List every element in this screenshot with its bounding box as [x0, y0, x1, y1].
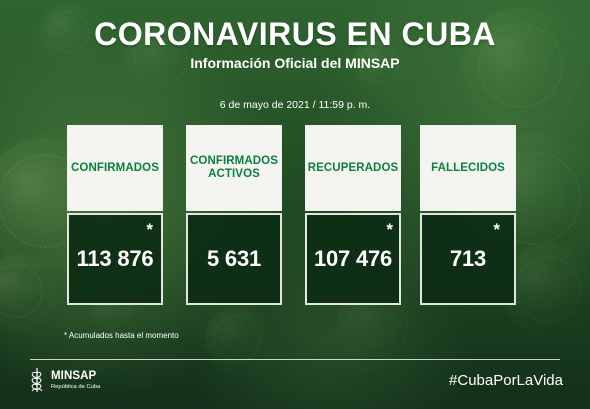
confirmed-label: CONFIRMADOS [71, 161, 159, 174]
stats-cards: CONFIRMADOS 113 876 * CONFIRMADOS ACTIVO… [67, 125, 519, 305]
active-confirmed-label: CONFIRMADOS ACTIVOS [190, 155, 278, 181]
campaign-hashtag: #CubaPorLaVida [449, 372, 563, 389]
active-confirmed-value: 5 631 [206, 246, 262, 271]
virus-graphic [205, 307, 269, 371]
deceased-label-panel: FALLECIDOS [420, 125, 516, 211]
page-subtitle: Información Oficial del MINSAP [190, 55, 400, 71]
footnote: * Acumulados hasta el momento [64, 331, 179, 340]
report-date: 6 de mayo de 2021 / 11:59 p. m. [219, 99, 371, 111]
recovered-card: RECUPERADOS 107 476 * [305, 125, 401, 305]
active-confirmed-label-line-1: CONFIRMADOS [190, 155, 278, 167]
recovered-asterisk: * [386, 220, 393, 239]
minsap-emblem-icon [31, 368, 43, 392]
organization-name: MINSAP [51, 370, 97, 382]
deceased-card: FALLECIDOS 713 * [420, 125, 516, 305]
confirmed-value-panel: 113 876 [67, 213, 163, 305]
virus-graphic [0, 255, 52, 327]
deceased-value: 713 [449, 246, 487, 271]
confirmed-card: CONFIRMADOS 113 876 * [67, 125, 163, 305]
active-confirmed-label-panel: CONFIRMADOS ACTIVOS [186, 125, 282, 211]
deceased-asterisk: * [493, 220, 500, 239]
deceased-value-panel: 713 [420, 213, 516, 305]
page-title: CORONAVIRUS EN CUBA [94, 16, 496, 52]
confirmed-value: 113 876 [76, 246, 154, 271]
deceased-label: FALLECIDOS [431, 161, 505, 174]
recovered-label-panel: RECUPERADOS [305, 125, 401, 211]
header: CORONAVIRUS EN CUBA Información Oficial … [0, 16, 590, 72]
minsap-logo: MINSAP República de Cuba [28, 367, 138, 401]
recovered-value: 107 476 [313, 246, 393, 271]
active-confirmed-value-panel: 5 631 [186, 213, 282, 305]
active-confirmed-label-line-2: ACTIVOS [208, 168, 260, 180]
confirmed-label-panel: CONFIRMADOS [67, 125, 163, 211]
active-confirmed-card: CONFIRMADOS ACTIVOS 5 631 [186, 125, 282, 305]
confirmed-asterisk: * [146, 220, 153, 239]
recovered-value-panel: 107 476 [305, 213, 401, 305]
organization-subtitle: República de Cuba [51, 384, 101, 390]
recovered-label: RECUPERADOS [307, 161, 399, 174]
footer-divider [30, 359, 560, 360]
